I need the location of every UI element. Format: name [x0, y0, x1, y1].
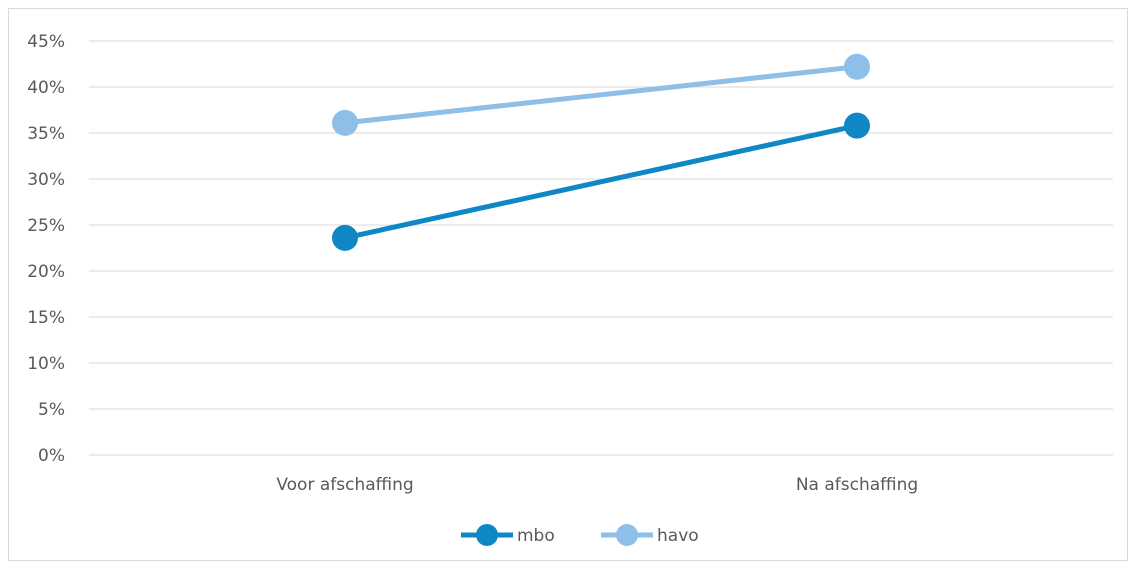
y-tick-label: 0% [38, 446, 65, 466]
x-axis: Voor afschaffing Na afschaffing [276, 475, 918, 495]
legend-item-mbo: mbo [461, 524, 555, 546]
y-tick-label: 15% [27, 308, 65, 328]
y-tick-label: 30% [27, 170, 65, 190]
y-axis: 0% 5% 10% 15% 20% 25% 30% 35% 40% 45% [27, 32, 65, 466]
y-tick-label: 35% [27, 124, 65, 144]
x-tick-label: Na afschaffing [796, 475, 918, 495]
y-tick-label: 5% [38, 400, 65, 420]
x-tick-label: Voor afschaffing [276, 475, 413, 495]
series-group [332, 53, 870, 251]
data-point-mbo [332, 224, 358, 251]
data-point-havo [844, 53, 870, 80]
chart-frame: 0% 5% 10% 15% 20% 25% 30% 35% 40% 45% Voor afscha… [8, 8, 1128, 561]
y-tick-label: 40% [27, 78, 65, 98]
legend: mbo havo [461, 524, 699, 546]
y-tick-label: 45% [27, 32, 65, 52]
gridlines [89, 40, 1113, 456]
legend-item-havo: havo [601, 524, 699, 546]
legend-marker [616, 524, 638, 546]
series-line-mbo [342, 123, 860, 241]
y-tick-label: 10% [27, 354, 65, 374]
legend-label: havo [657, 526, 699, 546]
legend-marker [476, 524, 498, 546]
series-line-havo [342, 64, 860, 126]
data-point-havo [332, 109, 358, 136]
line-chart: 0% 5% 10% 15% 20% 25% 30% 35% 40% 45% Voor afscha… [27, 32, 1113, 546]
legend-label: mbo [517, 526, 555, 546]
y-tick-label: 25% [27, 216, 65, 236]
y-tick-label: 20% [27, 262, 65, 282]
data-point-mbo [844, 112, 870, 139]
